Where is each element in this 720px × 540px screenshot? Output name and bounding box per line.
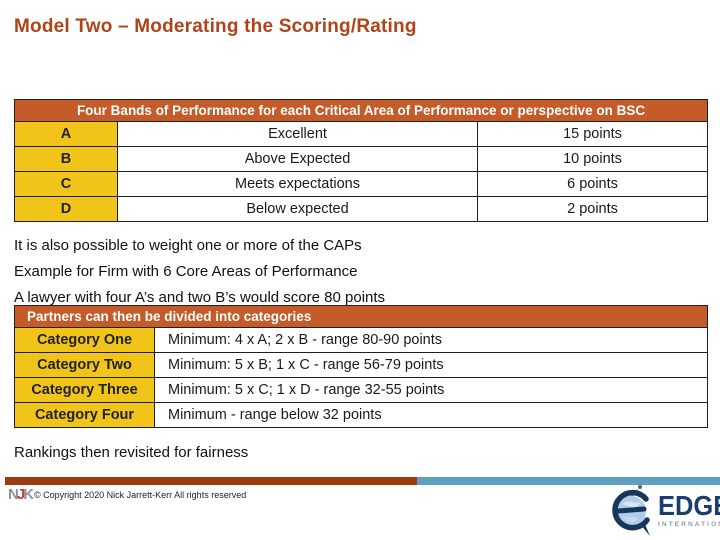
- note-line: A lawyer with four A’s and two B’s would…: [14, 289, 386, 306]
- band-description-cell: Above Expected: [117, 146, 478, 172]
- njk-letter-j: J: [16, 486, 25, 503]
- table-row: A Excellent 15 points: [14, 121, 709, 147]
- band-description-cell: Excellent: [117, 121, 478, 147]
- partner-categories-table: Partners can then be divided into catego…: [13, 305, 709, 428]
- footer-divider-red: [5, 477, 417, 485]
- category-cell: Category Four: [14, 402, 155, 428]
- category-detail-cell: Minimum: 5 x B; 1 x C - range 56-79 poin…: [153, 352, 709, 378]
- footer-divider-blue: [417, 477, 720, 485]
- edge-international-logo: EDGE INTERNATIONAL: [610, 484, 720, 538]
- njk-letter-k: K: [23, 486, 34, 503]
- category-cell: Category Two: [14, 352, 155, 378]
- table-row: Category Two Minimum: 5 x B; 1 x C - ran…: [14, 352, 709, 378]
- band-description-cell: Below expected: [117, 196, 478, 222]
- note-line: It is also possible to weight one or mor…: [14, 237, 362, 254]
- table-row: D Below expected 2 points: [14, 196, 709, 222]
- band-cell: D: [14, 196, 118, 222]
- category-detail-cell: Minimum - range below 32 points: [153, 402, 709, 428]
- edge-logo-text: EDGE INTERNATIONAL: [658, 490, 720, 528]
- table-row: B Above Expected 10 points: [14, 146, 709, 172]
- closing-note: Rankings then revisited for fairness: [14, 444, 249, 461]
- table-row: Category Four Minimum - range below 32 p…: [14, 402, 709, 428]
- band-cell: C: [14, 171, 118, 197]
- band-cell: A: [14, 121, 118, 147]
- table-header-row: Partners can then be divided into catego…: [13, 305, 709, 328]
- category-cell: Category One: [14, 327, 155, 353]
- band-points-cell: 2 points: [476, 196, 709, 222]
- partner-categories-table-header: Partners can then be divided into catego…: [13, 305, 709, 328]
- table-row: C Meets expectations 6 points: [14, 171, 709, 197]
- globe-icon: [612, 485, 650, 536]
- band-points-cell: 10 points: [476, 146, 709, 172]
- notes-block: It is also possible to weight one or mor…: [14, 233, 385, 311]
- edge-logo-subname: INTERNATIONAL: [658, 521, 720, 528]
- category-cell: Category Three: [14, 377, 155, 403]
- table-row: Category Three Minimum: 5 x C; 1 x D - r…: [14, 377, 709, 403]
- band-description-cell: Meets expectations: [117, 171, 478, 197]
- edge-logo-name: EDGE: [658, 490, 720, 522]
- table-row: Category One Minimum: 4 x A; 2 x B - ran…: [14, 327, 709, 353]
- category-detail-cell: Minimum: 4 x A; 2 x B - range 80-90 poin…: [153, 327, 709, 353]
- band-points-cell: 15 points: [476, 121, 709, 147]
- note-line: Example for Firm with 6 Core Areas of Pe…: [14, 263, 358, 280]
- table-header-row: Four Bands of Performance for each Criti…: [13, 99, 709, 122]
- band-points-cell: 6 points: [476, 171, 709, 197]
- njk-letter-n: N: [8, 486, 19, 503]
- njk-logo: NJK: [8, 486, 34, 503]
- category-detail-cell: Minimum: 5 x C; 1 x D - range 32-55 poin…: [153, 377, 709, 403]
- band-cell: B: [14, 146, 118, 172]
- performance-bands-table-header: Four Bands of Performance for each Criti…: [13, 99, 709, 122]
- performance-bands-table: Four Bands of Performance for each Criti…: [13, 99, 709, 222]
- slide-title: Model Two – Moderating the Scoring/Ratin…: [14, 16, 417, 37]
- copyright-text: © Copyright 2020 Nick Jarrett-Kerr All r…: [34, 490, 247, 500]
